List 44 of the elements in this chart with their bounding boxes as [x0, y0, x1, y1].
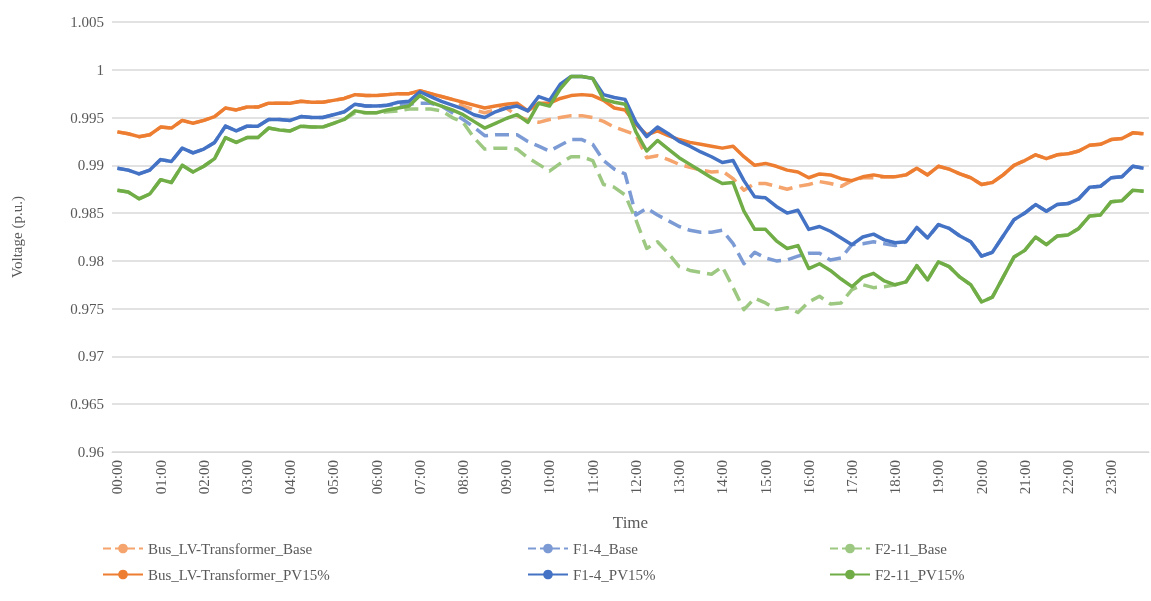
x-tick-label: 06:00 — [368, 460, 385, 495]
x-tick-label: 23:00 — [1103, 460, 1120, 495]
x-tick-label: 15:00 — [757, 460, 774, 495]
legend-label: Bus_LV-Transformer_PV15% — [148, 566, 330, 583]
x-tick-label: 00:00 — [109, 460, 126, 495]
y-tick-label: 1 — [96, 61, 104, 78]
x-tick-label: 11:00 — [584, 460, 601, 494]
legend-label: F2-11_PV15% — [875, 566, 965, 583]
line-series — [115, 74, 1146, 258]
y-tick-label: 1.005 — [70, 14, 104, 30]
x-tick-label: 14:00 — [714, 460, 731, 495]
x-tick-label: 21:00 — [1016, 460, 1033, 495]
x-tick-label: 05:00 — [325, 460, 342, 495]
x-tick-label: 09:00 — [498, 460, 515, 495]
y-tick-label: 0.97 — [77, 348, 105, 365]
x-tick-label: 08:00 — [455, 460, 472, 495]
x-tick-label: 22:00 — [1059, 460, 1076, 495]
legend-label: F1-4_Base — [573, 540, 639, 557]
x-tick-label: 13:00 — [671, 460, 688, 495]
x-tick-label: 17:00 — [843, 460, 860, 495]
x-tick-label: 10:00 — [541, 460, 558, 495]
x-tick-label: 04:00 — [282, 460, 299, 495]
legend-label: F2-11_Base — [875, 540, 948, 557]
y-tick-label: 0.995 — [70, 109, 104, 126]
x-tick-label: 19:00 — [930, 460, 947, 495]
line-series — [115, 74, 1146, 304]
x-tick-label: 07:00 — [411, 460, 428, 495]
legend-label: Bus_LV-Transformer_Base — [148, 540, 313, 557]
y-tick-label: 0.975 — [70, 300, 104, 317]
x-tick-label: 20:00 — [973, 460, 990, 495]
y-tick-label: 0.985 — [70, 205, 104, 222]
x-tick-label: 16:00 — [800, 460, 817, 495]
y-axis-title: Voltage (p.u.) — [8, 196, 26, 278]
x-axis-title: Time — [612, 513, 649, 532]
x-tick-label: 01:00 — [152, 460, 169, 495]
y-tick-label: 0.96 — [77, 444, 105, 460]
x-tick-label: 03:00 — [239, 460, 256, 495]
x-tick-label: 12:00 — [627, 460, 644, 495]
x-tick-label: 18:00 — [887, 460, 904, 495]
y-tick-label: 0.98 — [77, 252, 104, 269]
legend-label: F1-4_PV15% — [573, 566, 656, 583]
y-tick-label: 0.965 — [70, 396, 104, 413]
x-tick-label: 02:00 — [195, 460, 212, 495]
y-tick-label: 0.99 — [77, 157, 104, 174]
